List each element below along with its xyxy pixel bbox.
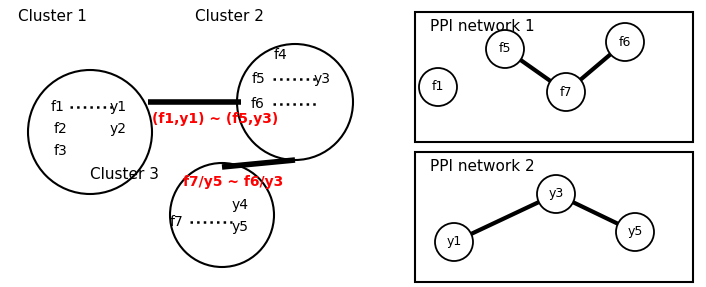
Text: y3: y3 [549,187,563,201]
Text: y2: y2 [109,122,126,136]
Text: y3: y3 [313,72,330,86]
Text: f6: f6 [251,97,265,111]
Text: f7/y5 ~ f6/y3: f7/y5 ~ f6/y3 [183,175,283,189]
Text: f2: f2 [53,122,67,136]
Circle shape [616,213,654,251]
Text: Cluster 2: Cluster 2 [195,9,264,24]
Text: PPI network 2: PPI network 2 [430,159,534,174]
Text: f7: f7 [560,86,573,98]
Text: f7: f7 [169,215,183,229]
Text: y1: y1 [109,100,126,114]
Text: f3: f3 [53,144,67,158]
Text: f5: f5 [251,72,265,86]
Bar [415,12,693,142]
Bar [415,152,693,282]
Text: f6: f6 [619,36,631,49]
Circle shape [419,68,457,106]
Text: Cluster 3: Cluster 3 [90,167,159,182]
Text: (f1,y1) ~ (f5,y3): (f1,y1) ~ (f5,y3) [152,112,278,126]
Text: f5: f5 [498,42,511,55]
Text: y4: y4 [232,198,249,212]
Circle shape [547,73,585,111]
Text: f4: f4 [273,48,287,62]
Text: y5: y5 [628,226,642,238]
Text: PPI network 1: PPI network 1 [430,19,534,34]
Circle shape [537,175,575,213]
Text: y1: y1 [446,236,462,249]
Text: y5: y5 [232,220,249,234]
Circle shape [435,223,473,261]
Text: f1: f1 [432,80,444,94]
Text: Cluster 1: Cluster 1 [18,9,87,24]
Circle shape [606,23,644,61]
Circle shape [486,30,524,68]
Text: f1: f1 [51,100,65,114]
